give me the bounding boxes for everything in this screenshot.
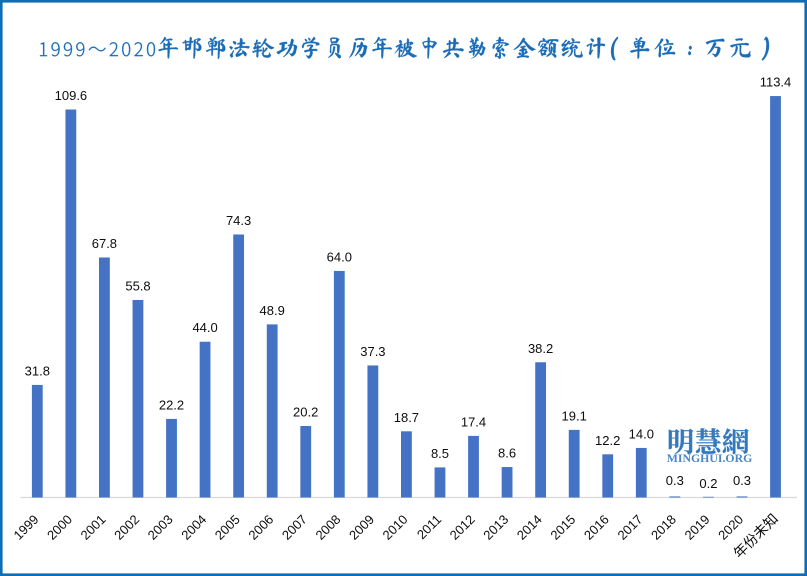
- svg-text:19.1: 19.1: [562, 408, 587, 423]
- svg-text:0.3: 0.3: [733, 473, 751, 488]
- svg-text:44.0: 44.0: [192, 320, 217, 335]
- svg-text:64.0: 64.0: [327, 249, 352, 264]
- svg-text:17.4: 17.4: [461, 414, 486, 429]
- svg-text:14.0: 14.0: [629, 426, 654, 441]
- svg-text:31.8: 31.8: [25, 363, 50, 378]
- svg-text:37.3: 37.3: [360, 344, 385, 359]
- svg-text:113.4: 113.4: [760, 75, 792, 90]
- svg-text:48.9: 48.9: [260, 303, 285, 318]
- svg-text:67.8: 67.8: [92, 236, 117, 251]
- svg-text:18.7: 18.7: [394, 410, 419, 425]
- svg-text:55.8: 55.8: [125, 279, 150, 294]
- svg-text:0.3: 0.3: [666, 473, 684, 488]
- svg-text:109.6: 109.6: [55, 88, 88, 103]
- svg-text:22.2: 22.2: [159, 397, 184, 412]
- svg-text:MINGHUI.ORG: MINGHUI.ORG: [667, 451, 753, 465]
- svg-text:8.5: 8.5: [431, 446, 449, 461]
- svg-text:74.3: 74.3: [226, 213, 251, 228]
- svg-text:12.2: 12.2: [595, 433, 620, 448]
- svg-text:20.2: 20.2: [293, 405, 318, 420]
- svg-text:8.6: 8.6: [498, 446, 516, 461]
- svg-text:38.2: 38.2: [528, 341, 553, 356]
- svg-text:0.2: 0.2: [699, 476, 717, 491]
